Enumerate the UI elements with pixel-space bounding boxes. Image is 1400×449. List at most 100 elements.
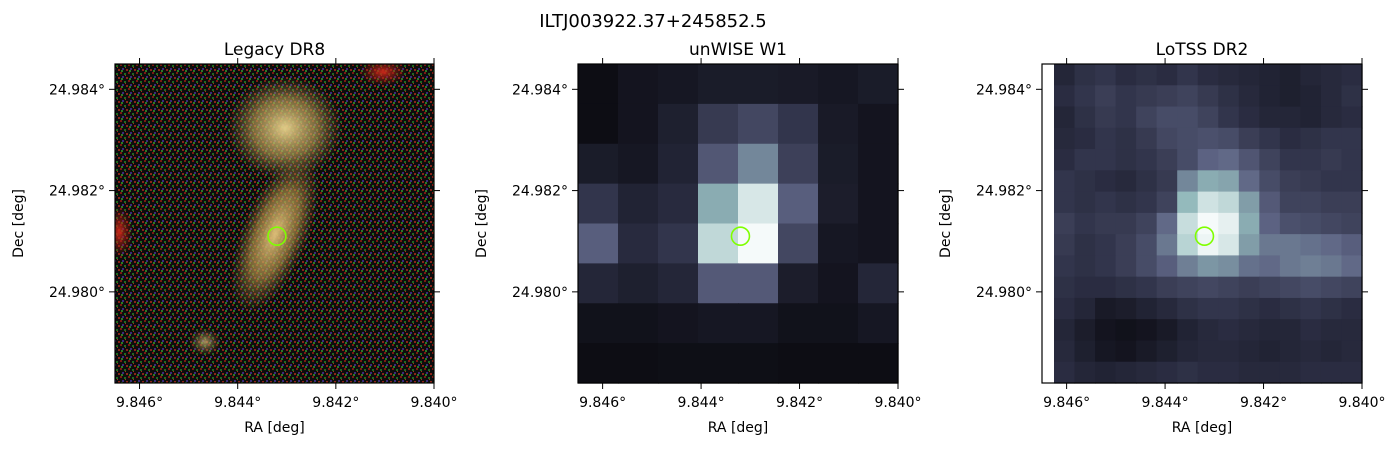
pixel-cell	[1259, 340, 1281, 363]
pixel-cell	[818, 303, 859, 344]
pixel-cell	[1320, 64, 1343, 86]
pixel-cell	[818, 103, 859, 145]
pixel-cell	[1074, 340, 1096, 363]
pixel-cell	[1054, 340, 1076, 363]
pixel-cell	[1197, 191, 1219, 214]
pixel-cell	[1238, 85, 1260, 108]
pixel-cell	[1177, 127, 1199, 150]
pixel-cell	[1300, 340, 1322, 363]
pixel-cell	[778, 64, 819, 105]
pixel-cell	[658, 263, 699, 304]
pixel-cell	[1177, 234, 1199, 256]
pixel-cell	[618, 303, 659, 344]
y-tick-label: 24.984°	[512, 82, 568, 98]
pixel-cell	[738, 303, 779, 344]
pixel-cell	[1259, 234, 1281, 256]
x-tick-label: 9.840°	[874, 395, 921, 411]
pixel-cell	[1156, 276, 1178, 299]
pixel-cell	[1115, 85, 1137, 108]
pixel-cell	[1095, 255, 1117, 278]
pixel-cell	[1136, 106, 1158, 129]
pixel-cell	[1279, 255, 1301, 278]
pixel-cell	[698, 103, 739, 145]
pixel-cell	[1156, 297, 1178, 320]
pixel-cell	[1259, 85, 1281, 108]
pixel-cell	[1341, 212, 1363, 235]
pixel-cell	[1259, 191, 1281, 214]
pixel-cell	[1197, 319, 1219, 342]
y-axis-label: Dec [deg]	[11, 189, 27, 258]
pixel-cell	[1054, 255, 1076, 278]
pixel-cell	[738, 263, 779, 304]
pixel-cell	[1341, 85, 1363, 108]
pixel-cell	[738, 183, 779, 225]
pixel-cell	[1156, 64, 1178, 86]
pixel-cell	[778, 103, 819, 145]
pixel-cell	[1300, 64, 1322, 86]
pixel-cell	[1300, 149, 1322, 171]
pixel-cell	[1136, 276, 1158, 299]
pixel-cell	[1218, 212, 1240, 235]
pixel-cell	[1054, 106, 1076, 129]
pixel-cell	[1320, 361, 1343, 384]
pixel-cell	[1320, 255, 1343, 278]
pixel-cell	[778, 183, 819, 225]
pixel-grid	[578, 64, 899, 384]
galaxy-small	[189, 328, 221, 356]
pixel-cell	[1197, 255, 1219, 278]
x-tick-label: 9.844°	[678, 395, 725, 411]
pixel-cell	[698, 343, 739, 384]
pixel-cell	[1259, 127, 1281, 150]
pixel-cell	[1177, 319, 1199, 342]
pixel-cell	[1136, 319, 1158, 342]
pixel-cell	[1115, 170, 1137, 193]
pixel-cell	[1115, 64, 1137, 86]
pixel-cell	[1259, 276, 1281, 299]
pixel-cell	[1279, 149, 1301, 171]
pixel-cell	[1095, 127, 1117, 150]
pixel-cell	[1341, 191, 1363, 214]
pixel-cell	[1218, 361, 1240, 384]
pixel-cell	[738, 343, 779, 384]
pixel-cell	[1341, 106, 1363, 129]
y-axis-label: Dec [deg]	[938, 189, 954, 258]
pixel-cell	[658, 223, 699, 264]
pixel-cell	[1238, 191, 1260, 214]
pixel-cell	[1259, 64, 1281, 86]
legacy-image	[115, 64, 434, 383]
y-tick-label: 24.980°	[976, 285, 1032, 301]
pixel-cell	[1054, 127, 1076, 150]
source-marker	[267, 226, 287, 246]
pixel-grid	[1054, 64, 1363, 384]
pixel-cell	[778, 143, 819, 185]
pixel-cell	[1074, 297, 1096, 320]
pixel-cell	[1156, 106, 1178, 129]
pixel-cell	[1279, 191, 1301, 214]
pixel-cell	[1197, 276, 1219, 299]
pixel-cell	[658, 183, 699, 225]
pixel-cell	[1218, 319, 1240, 342]
pixel-cell	[1115, 319, 1137, 342]
pixel-cell	[578, 343, 619, 384]
pixel-cell	[658, 343, 699, 384]
y-tick-label: 24.982°	[512, 184, 568, 200]
pixel-cell	[1320, 85, 1343, 108]
pixel-cell	[1341, 64, 1363, 86]
pixel-cell	[818, 263, 859, 304]
pixel-cell	[1156, 85, 1178, 108]
pixel-cell	[1115, 340, 1137, 363]
x-axis-label: RA [deg]	[708, 420, 769, 436]
pixel-cell	[818, 64, 859, 105]
axes-frame	[1041, 63, 1363, 384]
source-marker	[1194, 226, 1215, 246]
pixel-cell	[818, 183, 859, 225]
pixel-cell	[1259, 106, 1281, 129]
pixel-cell	[1156, 361, 1178, 384]
pixel-cell	[1054, 276, 1076, 299]
pixel-cell	[1156, 319, 1178, 342]
pixel-cell	[698, 223, 739, 264]
pixel-cell	[1341, 361, 1363, 384]
galaxy-center	[230, 155, 320, 313]
pixel-cell	[698, 183, 739, 225]
pixel-cell	[1197, 64, 1219, 86]
